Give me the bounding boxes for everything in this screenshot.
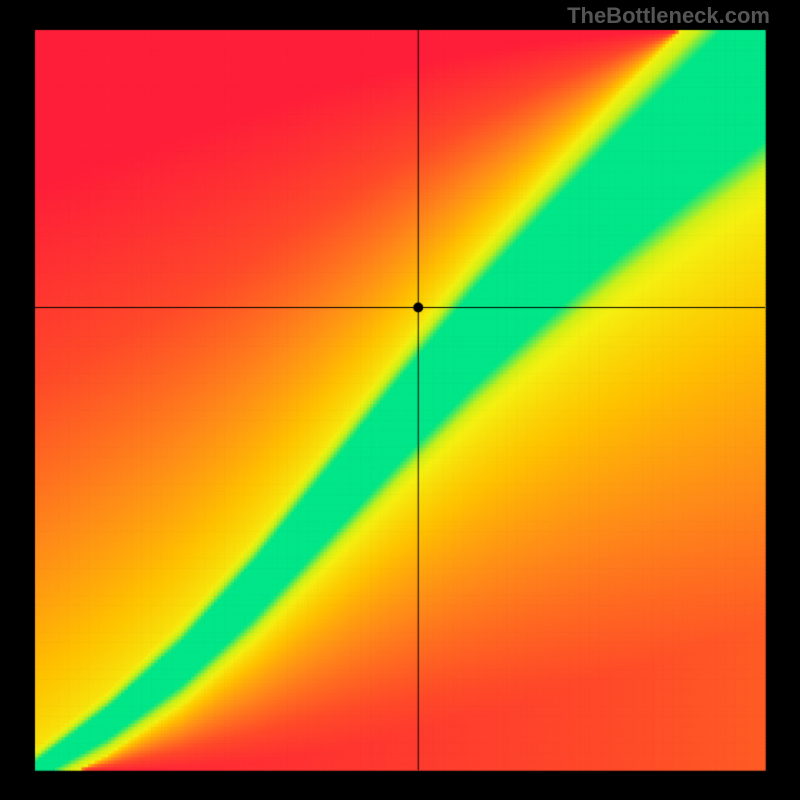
bottleneck-heatmap-canvas (0, 0, 800, 800)
chart-container: TheBottleneck.com (0, 0, 800, 800)
watermark-text: TheBottleneck.com (567, 3, 770, 29)
